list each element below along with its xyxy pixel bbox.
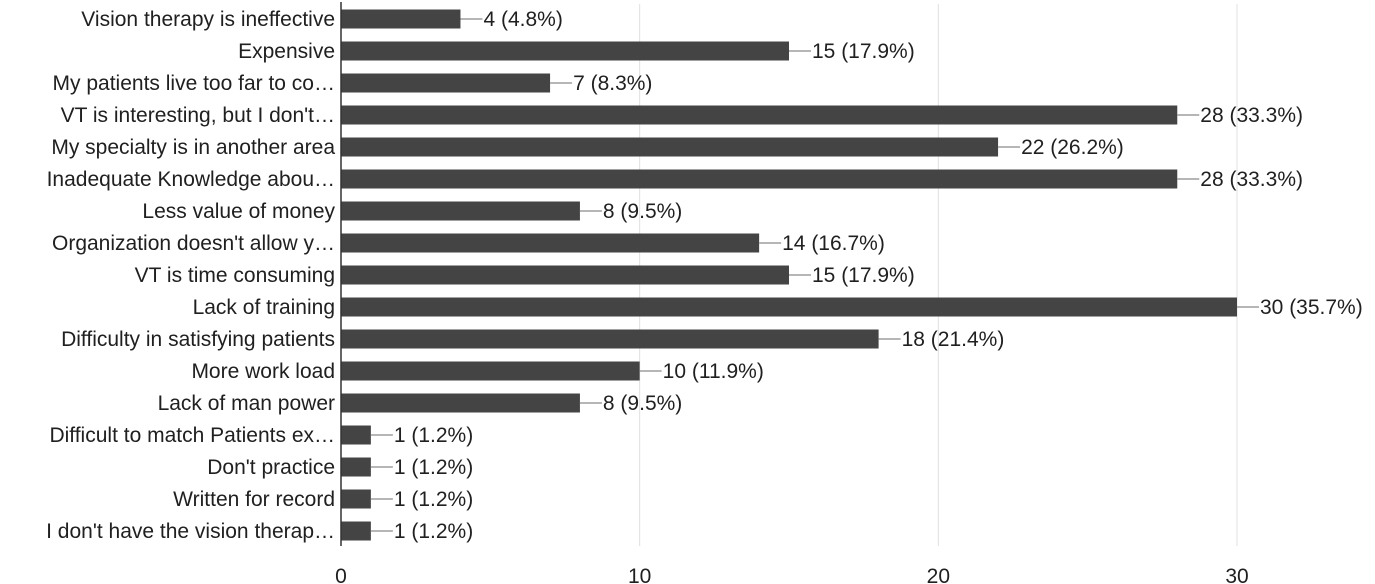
bar [341, 105, 1178, 125]
data-label: 8 (9.5%) [603, 200, 682, 223]
data-label: 1 (1.2%) [394, 488, 473, 511]
category-label: VT is time consuming [135, 264, 335, 287]
bar [341, 329, 879, 349]
data-label: 28 (33.3%) [1200, 104, 1303, 127]
bar [341, 393, 580, 413]
data-label: 14 (16.7%) [782, 232, 885, 255]
category-label: More work load [191, 360, 335, 383]
x-tick-label: 10 [628, 565, 651, 584]
data-label: 28 (33.3%) [1200, 168, 1303, 191]
bar [341, 73, 551, 93]
data-label: 8 (9.5%) [603, 392, 682, 415]
category-label: Vision therapy is ineffective [81, 8, 335, 31]
bar [341, 265, 789, 285]
category-label: Inadequate Knowledge abou… [47, 168, 335, 191]
category-label: My patients live too far to co… [53, 72, 335, 95]
data-label: 15 (17.9%) [812, 264, 915, 287]
bar [341, 457, 371, 477]
data-label: 10 (11.9%) [663, 360, 764, 383]
bar [341, 9, 461, 29]
category-label: Lack of man power [158, 392, 335, 415]
category-label: Expensive [238, 40, 335, 63]
labels: 0 10 20 30 4 (4.8%) Vision therapy is ineffec… [46, 8, 1363, 584]
x-tick-label: 0 [335, 565, 347, 584]
bar [341, 233, 760, 253]
bar [341, 425, 371, 445]
bar [341, 201, 580, 221]
data-label: 1 (1.2%) [394, 456, 473, 479]
x-tick-label: 30 [1225, 565, 1248, 584]
data-label: 4 (4.8%) [483, 8, 562, 31]
bar [341, 41, 789, 61]
data-label: 22 (26.2%) [1021, 136, 1124, 159]
bar [341, 489, 371, 509]
bar [341, 521, 371, 541]
data-label: 1 (1.2%) [394, 520, 473, 543]
category-label: Don't practice [207, 456, 335, 479]
category-label: Organization doesn't allow y… [52, 232, 335, 255]
bar [341, 169, 1178, 189]
category-label: Written for record [173, 488, 335, 511]
category-label: Less value of money [142, 200, 335, 223]
bar [341, 297, 1237, 317]
category-label: I don't have the vision therap… [46, 520, 335, 543]
x-tick-label: 20 [927, 565, 950, 584]
bar [341, 361, 640, 381]
data-label: 30 (35.7%) [1260, 296, 1363, 319]
category-label: Difficulty in satisfying patients [61, 328, 335, 351]
category-label: VT is interesting, but I don't… [61, 104, 335, 127]
data-label: 18 (21.4%) [902, 328, 1005, 351]
data-label: 15 (17.9%) [812, 40, 915, 63]
bars [341, 9, 1259, 541]
bar [341, 137, 999, 157]
data-label: 7 (8.3%) [573, 72, 652, 95]
data-label: 1 (1.2%) [394, 424, 473, 447]
category-label: Lack of training [193, 296, 335, 319]
category-label: Difficult to match Patients ex… [49, 424, 335, 447]
category-label: My specialty is in another area [51, 136, 335, 159]
